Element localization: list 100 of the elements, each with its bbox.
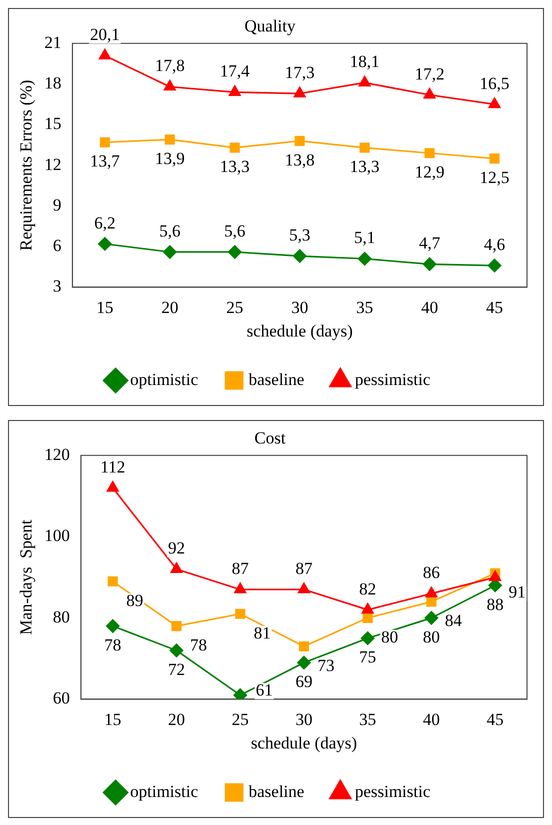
point [170,644,184,658]
y-tick-label: 3 [52,276,62,296]
x-tick-label: 45 [486,298,504,317]
x-tick-label: 20 [168,710,185,729]
data-label: 17,4 [220,62,250,81]
data-label: 5,3 [289,226,310,245]
legend-label: optimistic [130,782,199,801]
point [360,631,374,646]
point [424,88,436,99]
point [235,608,246,619]
point [358,76,371,86]
point [98,237,112,251]
data-label: 12,9 [414,162,444,182]
legend-label: optimistic [130,370,199,389]
data-label: 5,6 [159,221,180,240]
data-label: 87 [295,558,313,578]
point [171,621,182,632]
data-label: 6,2 [94,213,116,232]
point [170,562,182,573]
point [106,619,120,633]
point [294,136,305,146]
x-tick-label: 40 [422,710,440,729]
y-tick-label: 12 [44,154,62,174]
x-tick-label: 45 [486,710,504,729]
x-tick-label: 30 [291,298,308,317]
point [100,137,110,148]
data-label: 13,3 [220,157,250,176]
data-label: 75 [359,648,376,667]
point [164,80,176,91]
point [297,656,311,670]
point [230,142,240,153]
data-label: 91 [508,582,526,602]
point [228,245,242,259]
point [106,481,119,492]
point [234,582,246,594]
data-label: 5,1 [354,228,376,248]
data-label: 92 [168,538,185,558]
data-label: 13,9 [154,149,185,168]
legend-label: baseline [248,370,304,389]
data-label: 89 [126,590,144,610]
point [298,641,309,652]
x-axis-title: schedule (days) [246,321,353,340]
data-label: 112 [100,457,126,476]
point [228,85,241,96]
data-label: 82 [359,579,376,598]
y-tick-label: 15 [44,114,62,134]
x-tick-label: 35 [356,298,374,317]
data-label: 87 [232,558,250,578]
data-label: 61 [256,680,273,700]
point [488,258,502,272]
y-axis-title: Requirements Errors (%) [16,80,36,251]
y-tick-label: 80 [52,607,70,626]
point [294,86,306,98]
data-label: 17,8 [154,56,185,76]
y-tick-label: 100 [44,526,70,546]
data-label: 5,6 [224,221,246,240]
data-label: 81 [254,623,271,642]
y-tick-label: 18 [44,74,62,92]
x-tick-label: 15 [104,710,122,729]
point [298,582,310,594]
y-axis-title: Man-days Spent [16,519,36,635]
data-label: 69 [295,672,312,692]
data-label: 80 [381,627,398,646]
chart-title: Quality [244,16,296,36]
data-label: 16,5 [480,74,510,93]
point [422,257,436,271]
point [292,249,306,263]
x-tick-label: 25 [232,710,249,729]
data-label: 13,8 [284,150,315,170]
data-label: 13,3 [350,157,380,176]
point [424,148,435,158]
y-tick-label: 6 [52,236,62,256]
legend-label: baseline [248,782,304,801]
chart-title: Cost [254,428,286,448]
data-label: 4,6 [484,235,506,254]
data-label: 13,7 [90,152,120,171]
data-label: 80 [422,627,440,646]
data-label: 73 [317,656,334,675]
data-label: 12,5 [480,168,510,187]
point [488,98,501,108]
x-tick-label: 25 [226,298,244,317]
data-label: 78 [190,636,207,655]
legend-label: pessimistic [354,370,431,389]
data-label: 84 [444,611,462,630]
x-tick-label: 40 [421,298,438,317]
point [163,245,177,259]
point [98,48,111,60]
x-tick-label: 15 [96,298,114,317]
data-label: 17,3 [284,62,315,82]
point [362,603,374,614]
data-label: 17,2 [414,64,444,84]
point [358,252,372,266]
data-label: 78 [104,636,122,655]
point [426,596,436,607]
y-tick-label: 60 [52,688,70,708]
point [164,134,175,145]
x-axis-title: schedule (days) [250,733,358,752]
point [108,576,118,586]
data-label: 4,7 [418,234,441,253]
point [362,612,373,623]
